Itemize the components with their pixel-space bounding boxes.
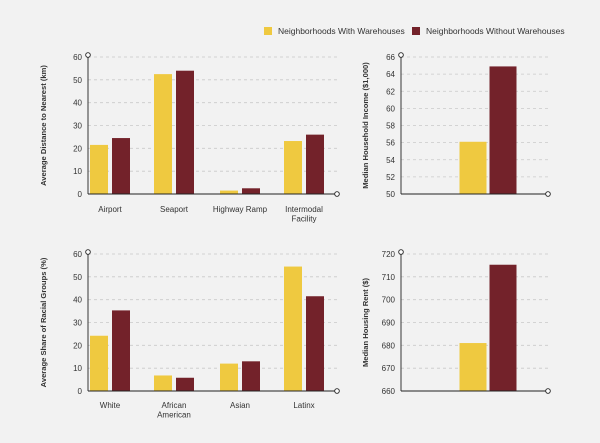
bar-with-1 (154, 375, 172, 391)
y-tick-label: 690 (382, 319, 396, 328)
bar-without-0 (489, 66, 517, 194)
y-axis-end-marker (85, 52, 91, 58)
bar-with-0 (90, 144, 108, 194)
y-axis-end-marker (398, 249, 404, 255)
bar-with-3 (284, 141, 302, 194)
legend-label-0: Neighborhoods With Warehouses (278, 26, 405, 36)
y-tick-label: 10 (73, 167, 82, 176)
y-tick-label: 54 (386, 156, 395, 165)
y-tick-label: 30 (73, 122, 82, 131)
y-tick-label: 670 (382, 364, 396, 373)
bar-without-0 (112, 138, 130, 194)
bar-without-0 (112, 310, 130, 391)
legend-label-1: Neighborhoods Without Warehouses (426, 26, 565, 36)
category-label: Highway Ramp (213, 205, 268, 214)
y-axis-title: Average Distance to Nearest (km) (39, 65, 48, 186)
y-tick-label: 10 (73, 364, 82, 373)
y-tick-label: 62 (386, 87, 395, 96)
y-tick-label: 0 (78, 387, 83, 396)
y-tick-label: 64 (386, 70, 395, 79)
chart-panel-0: 0 10 20 30 40 50 60 Airport Seaport Highway Ramp I… (39, 52, 340, 224)
bar-with-0 (459, 141, 487, 194)
y-tick-label: 700 (382, 296, 396, 305)
bar-with-0 (459, 343, 487, 391)
y-tick-label: 0 (78, 190, 83, 199)
category-label: Latinx (293, 401, 314, 410)
x-axis-end-marker (545, 388, 551, 394)
category-label: Facility (292, 215, 317, 224)
chart-panel-1: 50 52 54 56 58 60 62 64 66 Median Household Incom… (361, 52, 551, 199)
category-label: Airport (98, 205, 122, 214)
y-axis-title: Median Household Income ($1,000) (361, 62, 370, 189)
bar-without-3 (306, 296, 324, 391)
y-tick-label: 50 (73, 76, 82, 85)
category-label: Asian (230, 401, 250, 410)
y-tick-label: 710 (382, 273, 396, 282)
bar-without-1 (176, 377, 194, 391)
category-label: American (157, 411, 191, 420)
y-tick-label: 20 (73, 341, 82, 350)
category-label: Seaport (160, 205, 189, 214)
y-tick-label: 660 (382, 387, 396, 396)
y-tick-label: 52 (386, 173, 395, 182)
y-tick-label: 20 (73, 144, 82, 153)
y-tick-label: 56 (386, 139, 395, 148)
bar-with-1 (154, 74, 172, 194)
category-label: White (100, 401, 121, 410)
x-axis-end-marker (334, 388, 340, 394)
bar-without-1 (176, 70, 194, 194)
chart-panels: 0 10 20 30 40 50 60 Airport Seaport Highway Ramp I… (39, 52, 551, 420)
category-label: Intermodal (285, 205, 323, 214)
bar-with-3 (284, 266, 302, 391)
bar-without-2 (242, 188, 260, 194)
y-axis-title: Median Housing Rent ($) (361, 278, 370, 367)
y-tick-label: 50 (386, 190, 395, 199)
y-axis-end-marker (85, 249, 91, 255)
y-tick-label: 50 (73, 273, 82, 282)
y-tick-label: 66 (386, 53, 395, 62)
category-label: African (162, 401, 187, 410)
y-tick-label: 40 (73, 296, 82, 305)
bar-with-0 (90, 335, 108, 391)
bar-with-2 (220, 363, 238, 391)
chart-panel-3: 660 670 680 690 700 710 720 Median Housing Rent… (361, 249, 551, 396)
y-tick-label: 680 (382, 341, 396, 350)
bar-without-2 (242, 361, 260, 391)
legend: Neighborhoods With Warehouses Neighborhoo… (264, 26, 565, 36)
y-axis-end-marker (398, 52, 404, 58)
legend-swatch-1 (412, 27, 420, 35)
y-axis-title: Average Share of Racial Groups (%) (39, 257, 48, 387)
bar-without-3 (306, 134, 324, 194)
y-tick-label: 60 (73, 250, 82, 259)
legend-swatch-0 (264, 27, 272, 35)
y-tick-label: 60 (386, 104, 395, 113)
y-tick-label: 30 (73, 319, 82, 328)
x-axis-end-marker (334, 191, 340, 197)
x-axis-end-marker (545, 191, 551, 197)
bar-with-2 (220, 190, 238, 194)
y-tick-label: 40 (73, 99, 82, 108)
bar-without-0 (489, 264, 517, 391)
y-tick-label: 720 (382, 250, 396, 259)
y-tick-label: 58 (386, 122, 395, 131)
y-tick-label: 60 (73, 53, 82, 62)
